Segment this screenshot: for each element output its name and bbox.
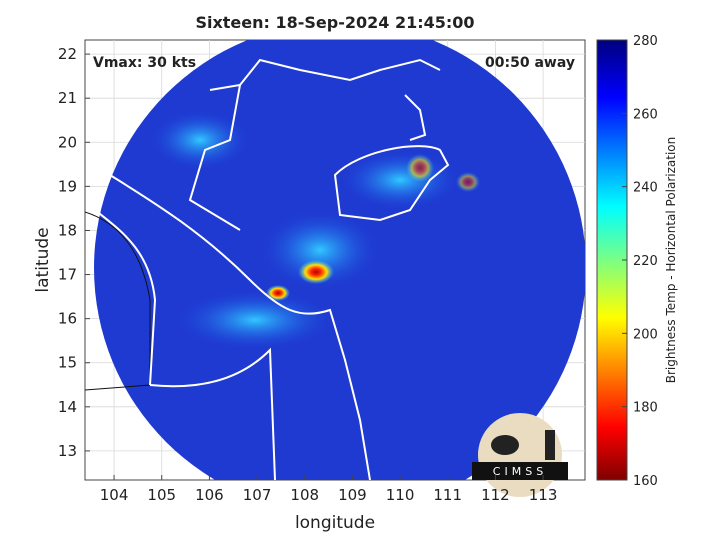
colorbar-tick-label: 260 xyxy=(633,107,658,122)
x-tick-label: 107 xyxy=(243,486,272,504)
swath xyxy=(85,40,585,480)
x-tick-label: 110 xyxy=(386,486,415,504)
y-tick-label: 15 xyxy=(58,354,77,372)
title: Sixteen: 18-Sep-2024 21:45:00 xyxy=(195,13,474,32)
logo-text: CIMSS xyxy=(493,465,547,478)
y-tick-label: 14 xyxy=(58,398,77,416)
y-tick-label: 19 xyxy=(58,177,77,195)
y-tick-label: 17 xyxy=(58,266,77,284)
logo: CIMSS xyxy=(472,413,568,497)
annotation-right: 00:50 away xyxy=(485,55,575,71)
colorbar-label: Brightness Temp - Horizontal Polarizatio… xyxy=(664,137,678,384)
x-tick-label: 106 xyxy=(195,486,224,504)
y-tick-label: 16 xyxy=(58,310,77,328)
annotation-left: Vmax: 30 kts xyxy=(93,55,196,71)
x-tick-label: 113 xyxy=(529,486,558,504)
y-tick-label: 20 xyxy=(58,133,77,151)
colorbar-tick-label: 280 xyxy=(633,34,658,49)
x-tick-label: 105 xyxy=(147,486,176,504)
x-axis-label: longitude xyxy=(295,513,375,533)
x-tick-label: 108 xyxy=(290,486,319,504)
y-tick-label: 21 xyxy=(58,89,77,107)
y-tick-label: 18 xyxy=(58,221,77,239)
x-tick-label: 109 xyxy=(338,486,367,504)
colorbar-tick-label: 240 xyxy=(633,181,658,196)
x-tick-label: 104 xyxy=(100,486,129,504)
colorbar-tick-label: 180 xyxy=(633,401,658,416)
y-axis-label: latitude xyxy=(33,227,53,292)
y-tick-label: 13 xyxy=(58,442,77,460)
x-tick-label: 111 xyxy=(433,486,462,504)
x-tick-label: 112 xyxy=(481,486,510,504)
colorbar-tick-label: 160 xyxy=(633,474,658,489)
colorbar-tick-label: 220 xyxy=(633,254,658,269)
colorbar-tick-label: 200 xyxy=(633,327,658,342)
y-tick-label: 22 xyxy=(58,45,77,63)
